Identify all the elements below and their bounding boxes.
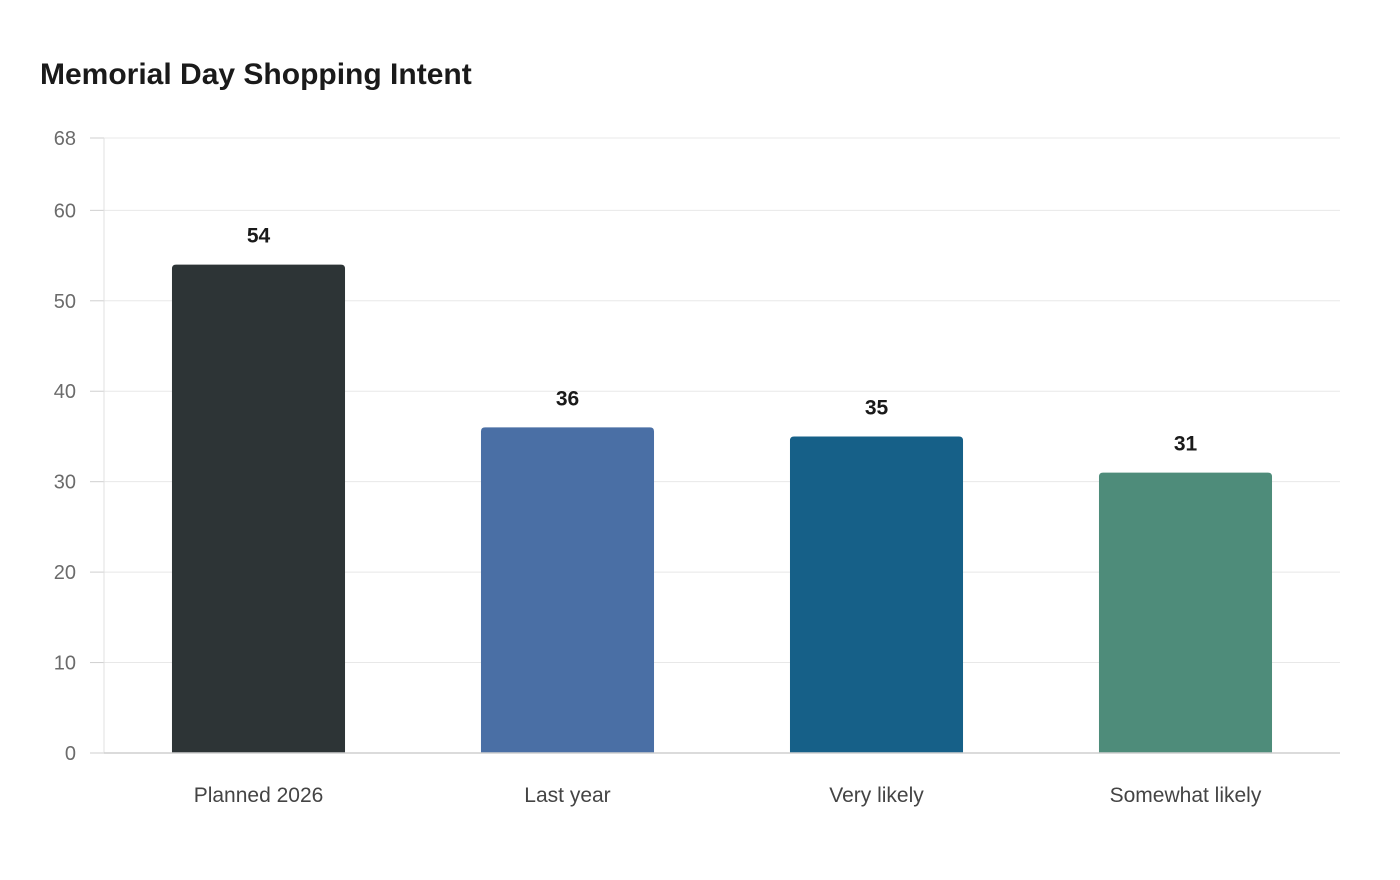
value-label: 35 [865,396,889,419]
y-tick-label: 40 [54,381,76,403]
chart-title: Memorial Day Shopping Intent [40,58,472,91]
x-tick-label: Very likely [829,784,924,807]
y-tick-label: 10 [54,653,76,675]
axes [90,137,1340,754]
y-tick-label: 30 [54,472,76,494]
value-label: 36 [556,387,579,410]
x-tick-label: Somewhat likely [1110,784,1262,807]
y-tick-label: 68 [54,128,76,150]
y-tick-label: 20 [54,562,76,584]
bar-planned-2026 [171,264,346,753]
labels: 0 10 20 30 40 50 60 68 54 Planned 2026 36 Last year… [54,128,1262,807]
bars [171,264,1273,753]
value-label: 54 [247,225,271,248]
y-tick-label: 50 [54,291,76,313]
bar-last-year [480,427,655,753]
y-tick-label: 60 [54,200,76,222]
x-tick-label: Planned 2026 [194,784,324,807]
bar-somewhat-likely [1098,472,1273,753]
value-label: 31 [1174,433,1198,456]
x-tick-label: Last year [524,784,610,807]
y-tick-label: 0 [65,743,76,765]
bar-very-likely [789,436,964,753]
